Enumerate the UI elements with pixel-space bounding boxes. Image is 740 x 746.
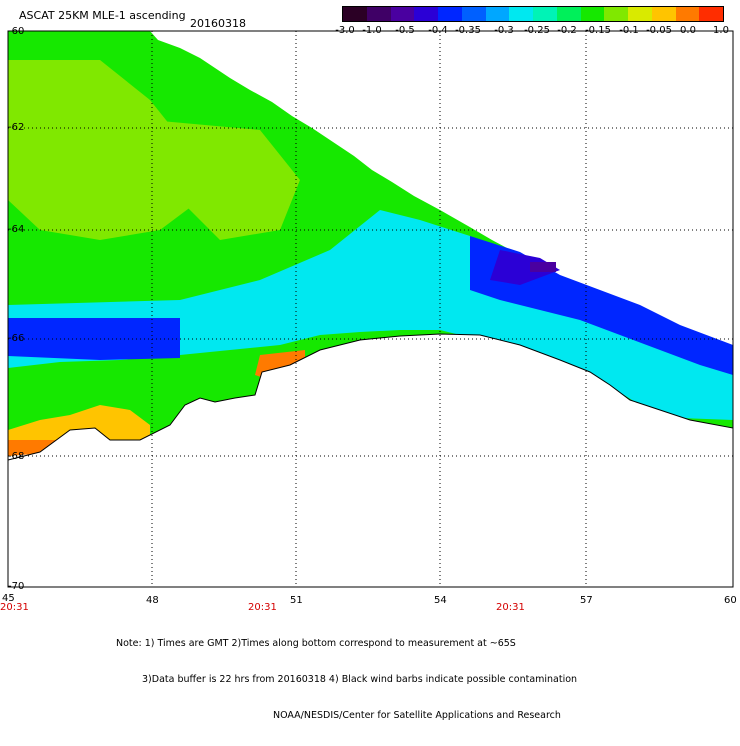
x-tick-label: 57 — [580, 595, 593, 606]
colorbar-segment — [699, 7, 723, 21]
map-canvas — [7, 30, 734, 588]
colorbar-segment — [651, 7, 676, 21]
x-tick-label: 60 — [724, 595, 737, 606]
colorbar-segment — [438, 7, 462, 21]
map-figure: ASCAT 25KM MLE-1 ascending 20160318 -3.0… — [0, 6, 737, 721]
y-tick-label: -66 — [8, 333, 25, 344]
data-region-blue — [8, 318, 180, 360]
footnote: Note: 1) Times are GMT 2)Times along bot… — [116, 614, 577, 746]
footnote-line-2: 3)Data buffer is 22 hrs from 20160318 4)… — [142, 674, 578, 685]
x-tick-label: 51 — [290, 595, 303, 606]
colorbar-segment — [628, 7, 652, 21]
colorbar-segment — [509, 7, 533, 21]
x-tick-label: 48 — [146, 595, 159, 606]
y-tick-label: -60 — [8, 26, 25, 37]
colorbar-segment — [556, 7, 581, 21]
colorbar-segment — [604, 7, 628, 21]
y-tick-label: -70 — [8, 581, 25, 592]
time-label: 20:31 — [248, 602, 277, 613]
y-tick-label: -64 — [8, 224, 25, 235]
footnote-line-1: Note: 1) Times are GMT 2)Times along bot… — [116, 638, 516, 649]
colorbar-segment — [580, 7, 605, 21]
coastline — [7, 333, 734, 588]
data-region-lime — [150, 120, 300, 240]
colorbar-segment — [675, 7, 700, 21]
data-region-purple — [530, 262, 556, 272]
data-region-deepblue — [490, 250, 560, 285]
y-tick-label: -68 — [8, 451, 25, 462]
time-label: 20:31 — [496, 602, 525, 613]
date-label: 20160318 — [190, 17, 246, 30]
data-layer — [8, 31, 733, 456]
colorbar-segment — [366, 7, 391, 21]
colorbar-segment — [533, 7, 557, 21]
time-label: 20:31 — [0, 602, 29, 613]
colorbar-segment — [485, 7, 510, 21]
colorbar-segment — [343, 7, 367, 21]
footnote-line-3: NOAA/NESDIS/Center for Satellite Applica… — [273, 710, 561, 721]
data-region-cyan — [8, 210, 733, 420]
colorbar — [342, 6, 724, 22]
land-mass — [7, 333, 734, 588]
x-tick-label: 54 — [434, 595, 447, 606]
y-tick-label: -62 — [8, 122, 25, 133]
colorbar-segment — [414, 7, 438, 21]
plot-frame — [7, 30, 734, 588]
colorbar-segment — [461, 7, 486, 21]
colorbar-segment — [390, 7, 415, 21]
x-tick-label: 45 — [2, 593, 15, 604]
product-title: ASCAT 25KM MLE-1 ascending — [19, 9, 186, 22]
